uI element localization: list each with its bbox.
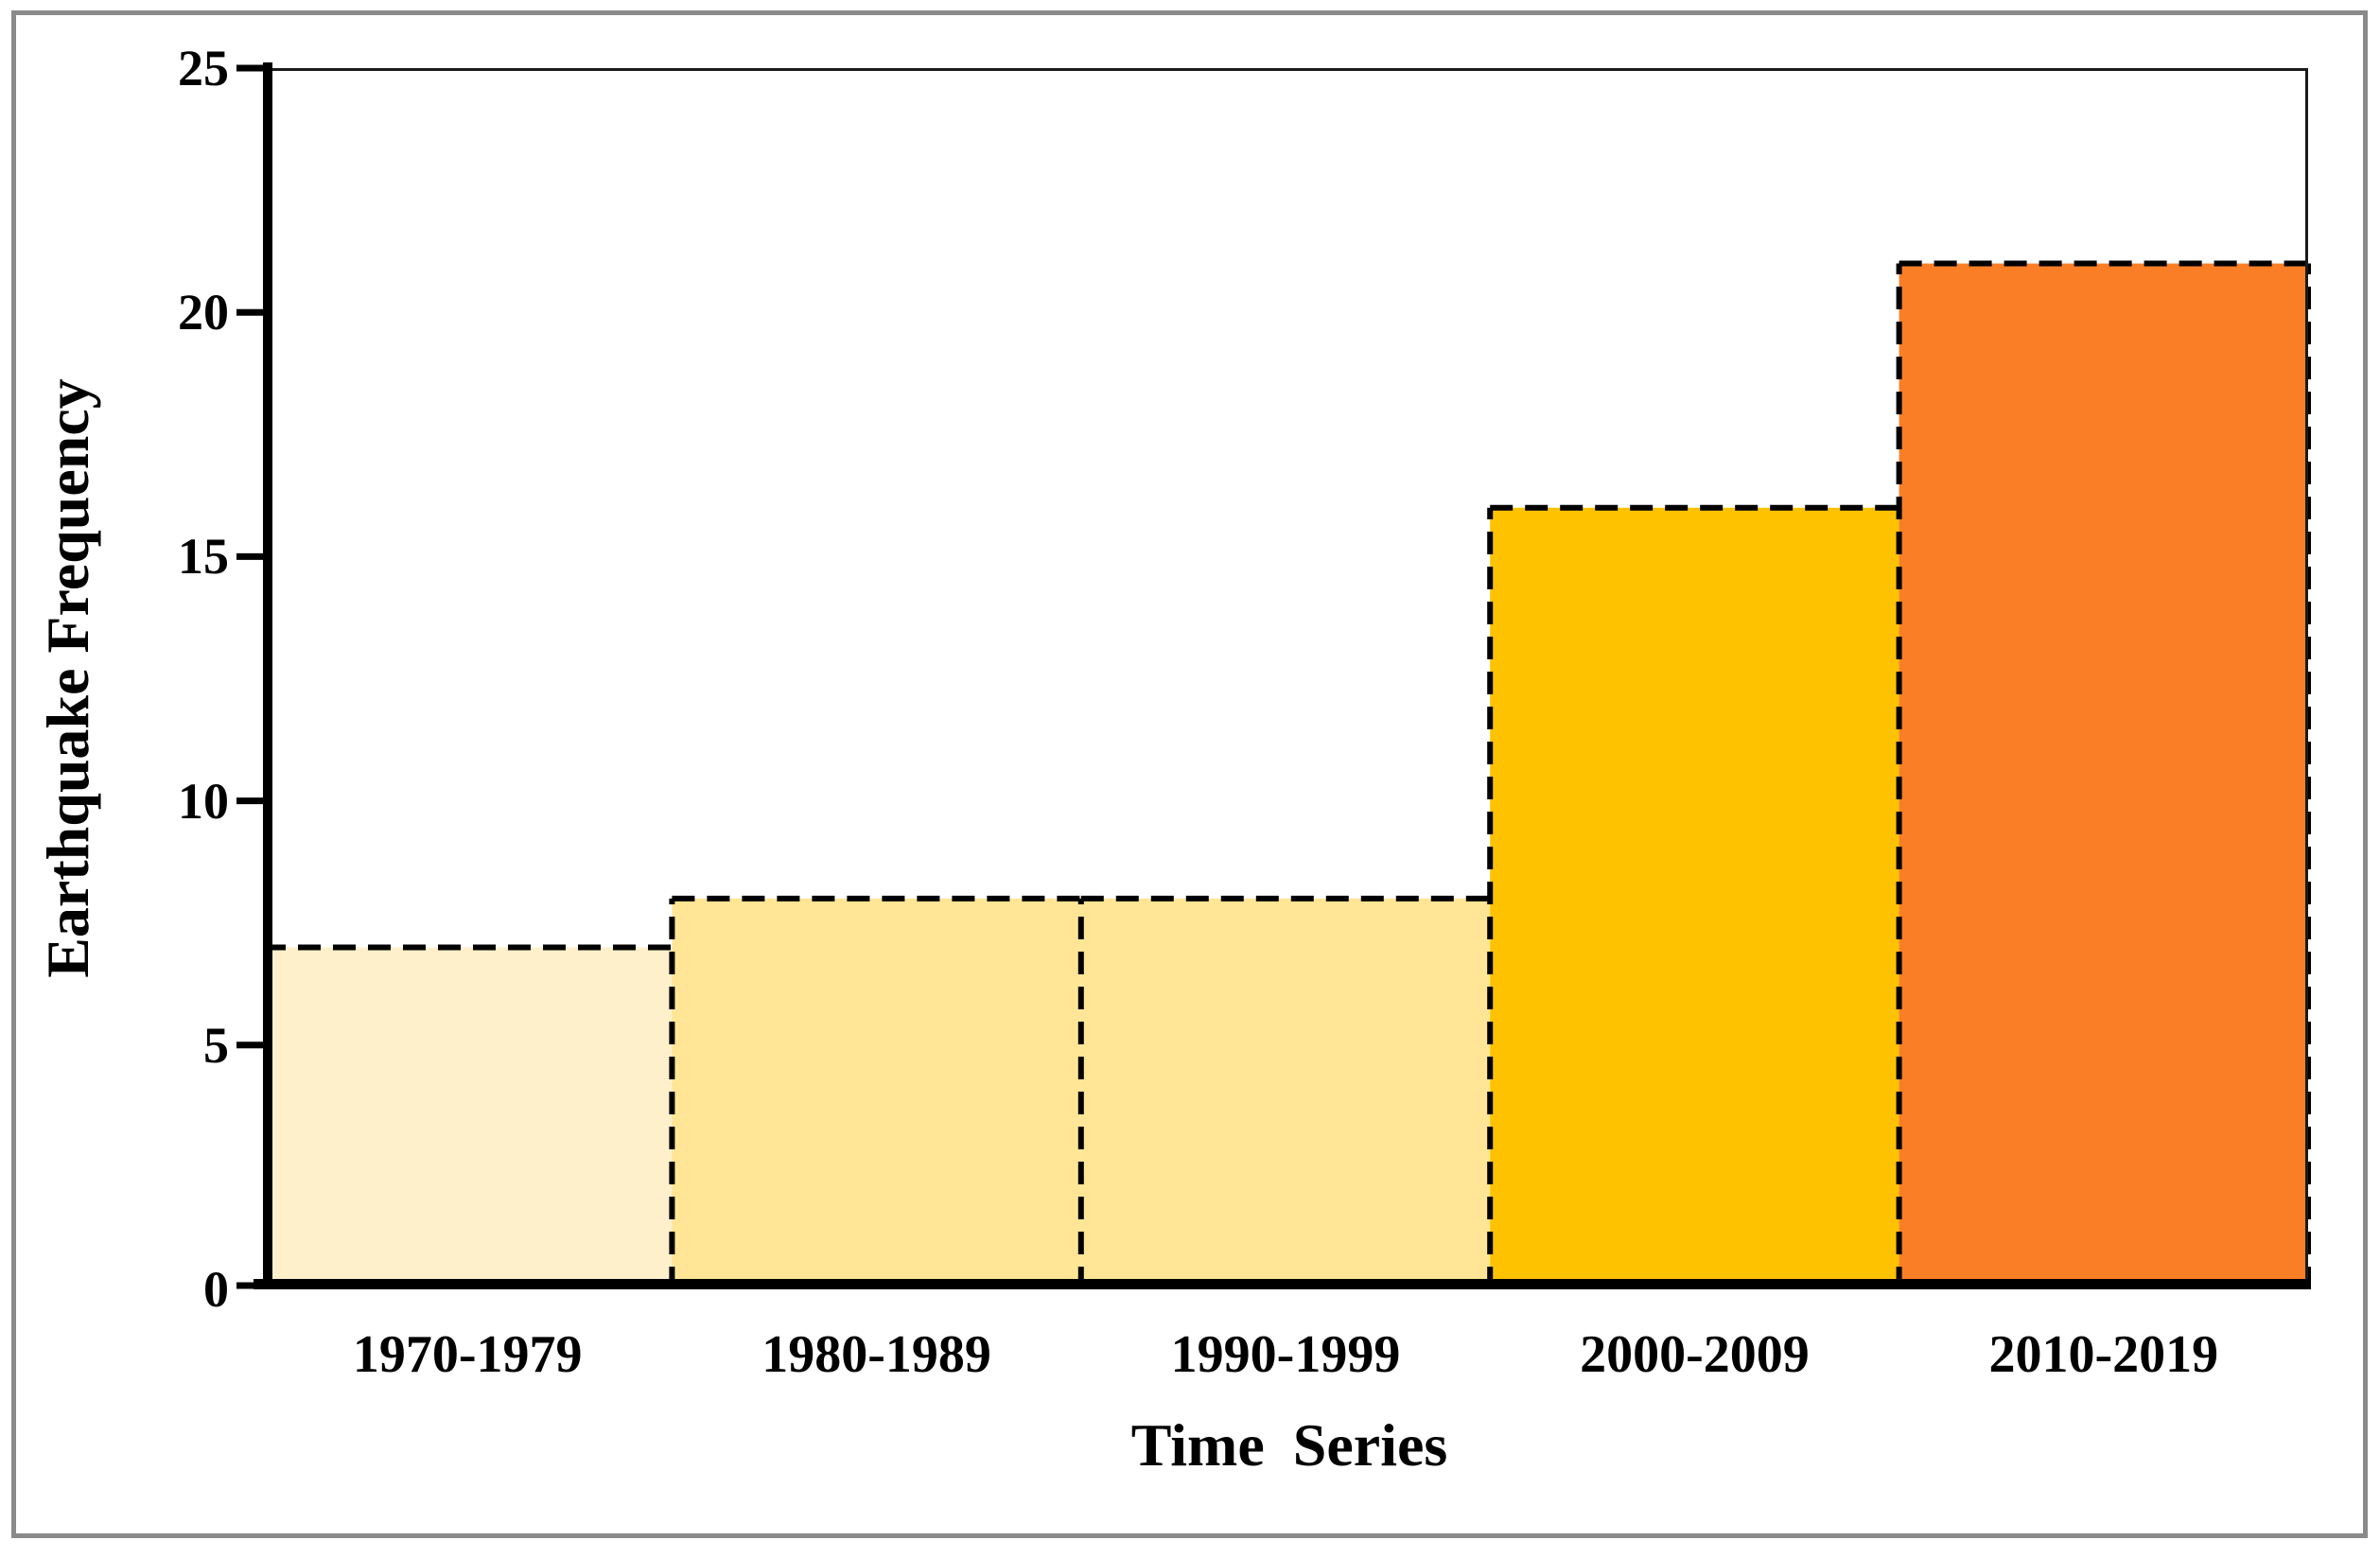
bar xyxy=(672,898,1081,1289)
y-tick-label: 0 xyxy=(203,1261,229,1318)
x-category-label: 1970-1979 xyxy=(352,1325,583,1384)
x-category-label: 2000-2009 xyxy=(1580,1325,1810,1384)
bars-canvas xyxy=(236,62,2311,1289)
x-category-label: 1980-1989 xyxy=(761,1325,991,1384)
plot-area xyxy=(236,62,2311,1289)
x-category-label: 1990-1999 xyxy=(1170,1325,1401,1384)
y-tick-label: 15 xyxy=(178,528,229,586)
x-category-label: 2010-2019 xyxy=(1988,1325,2219,1384)
y-tick-label: 10 xyxy=(178,772,229,830)
bar xyxy=(1899,263,2308,1289)
bar xyxy=(1080,898,1491,1289)
x-axis-title: Time Series xyxy=(1130,1411,1448,1479)
y-tick-label: 5 xyxy=(203,1016,229,1074)
bar xyxy=(1490,507,1899,1289)
bar xyxy=(263,947,673,1289)
y-tick-label: 25 xyxy=(178,40,229,96)
y-axis-title: Earthquake Frequency xyxy=(34,378,101,978)
y-tick-label: 20 xyxy=(178,284,229,341)
